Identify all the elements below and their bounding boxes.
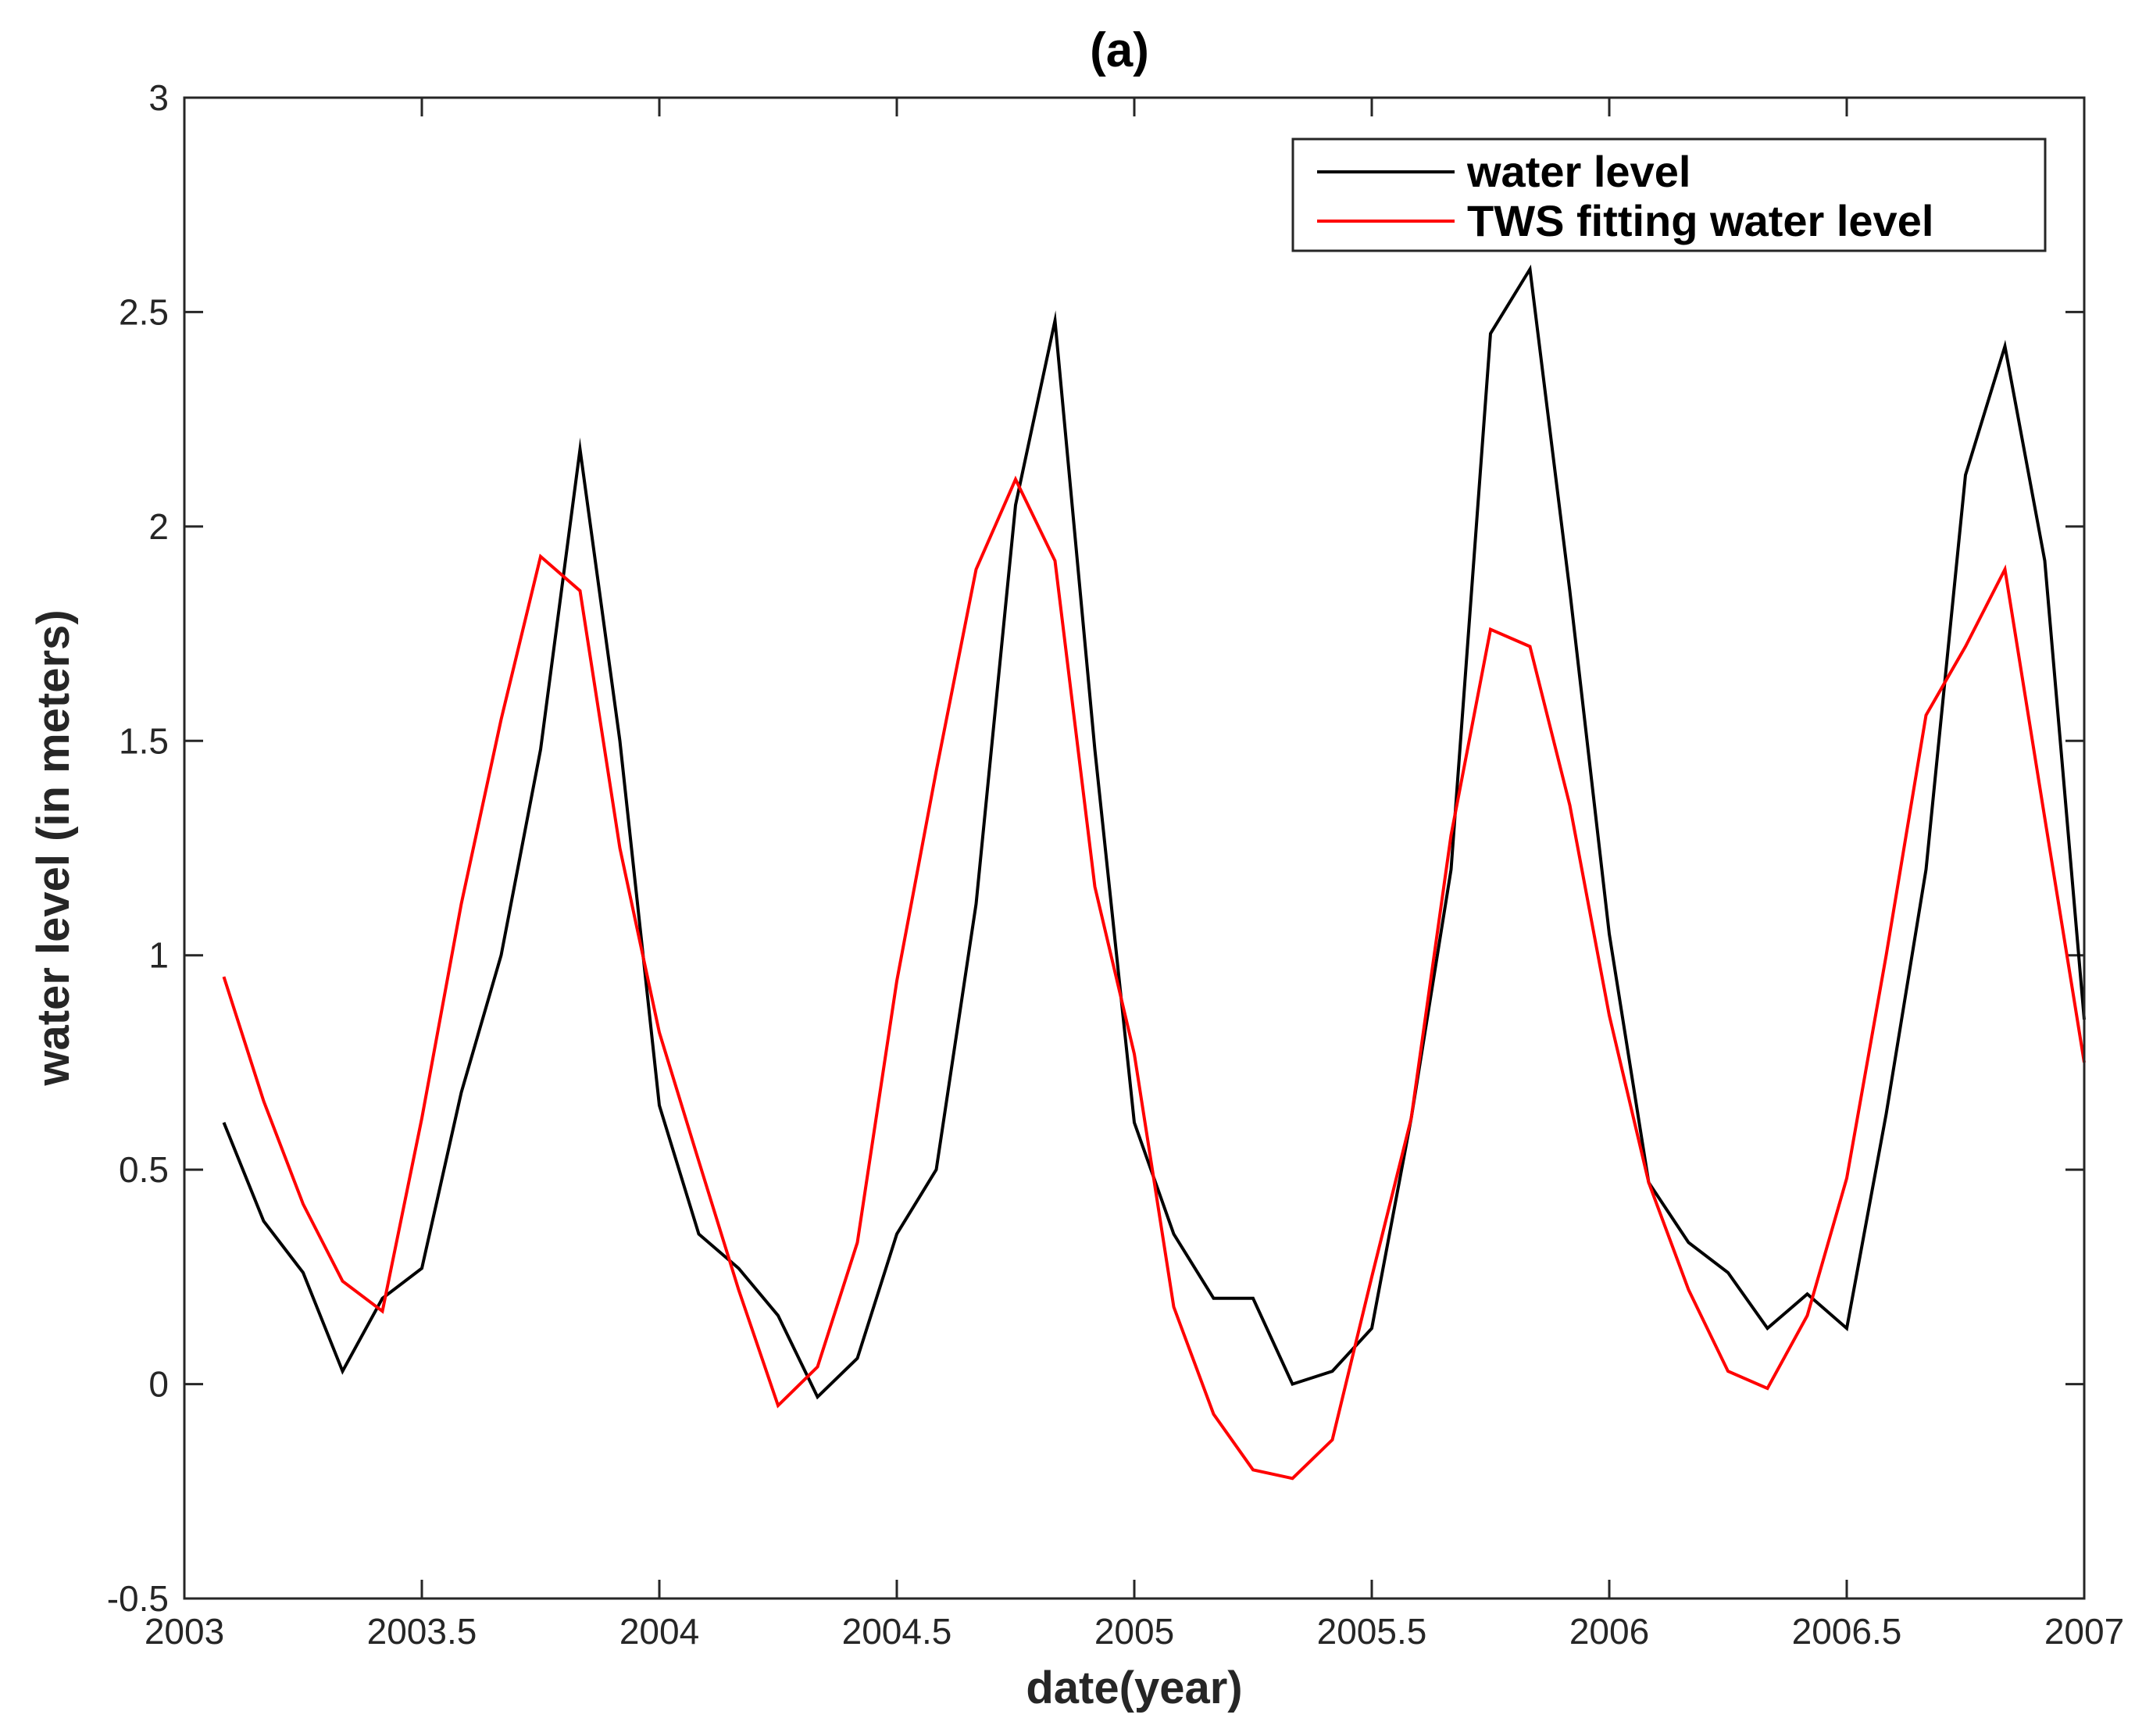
x-tick-label: 2003 [145,1611,224,1652]
axes-box [183,96,2086,1600]
legend: water level TWS fitting water level [1291,138,2047,252]
y-tick-label: 0.5 [119,1149,169,1190]
x-tick-label: 2005 [1094,1611,1174,1652]
x-tick-label: 2006 [1569,1611,1649,1652]
series-line-tws-fitting [222,475,2086,1481]
legend-box [1291,138,2047,252]
x-tick-label: 2004 [619,1611,699,1652]
legend-label-tws-fitting: TWS fitting water level [1467,196,1933,245]
y-tick-label: 1.5 [119,720,169,761]
y-tick-label: 2.5 [119,291,169,332]
x-tick-label: 2005.5 [1317,1611,1427,1652]
x-tick-label: 2003.5 [367,1611,477,1652]
legend-label-water-level: water level [1466,147,1691,196]
y-tick-label: 0 [148,1364,169,1405]
y-tick-label: 2 [148,506,169,547]
x-tick-label: 2007 [2044,1611,2124,1652]
x-axis-label: date(year) [1026,1663,1242,1713]
y-tick-label: 1 [148,935,169,976]
x-tick-label: 2004.5 [842,1611,952,1652]
chart-title: (a) [1090,23,1149,77]
y-tick-label: -0.5 [107,1578,169,1619]
plot-area [184,98,2084,1598]
y-tick-label: 3 [148,77,169,118]
x-tick-label: 2006.5 [1792,1611,1902,1652]
y-axis-label: water level (in meters) [28,609,79,1086]
